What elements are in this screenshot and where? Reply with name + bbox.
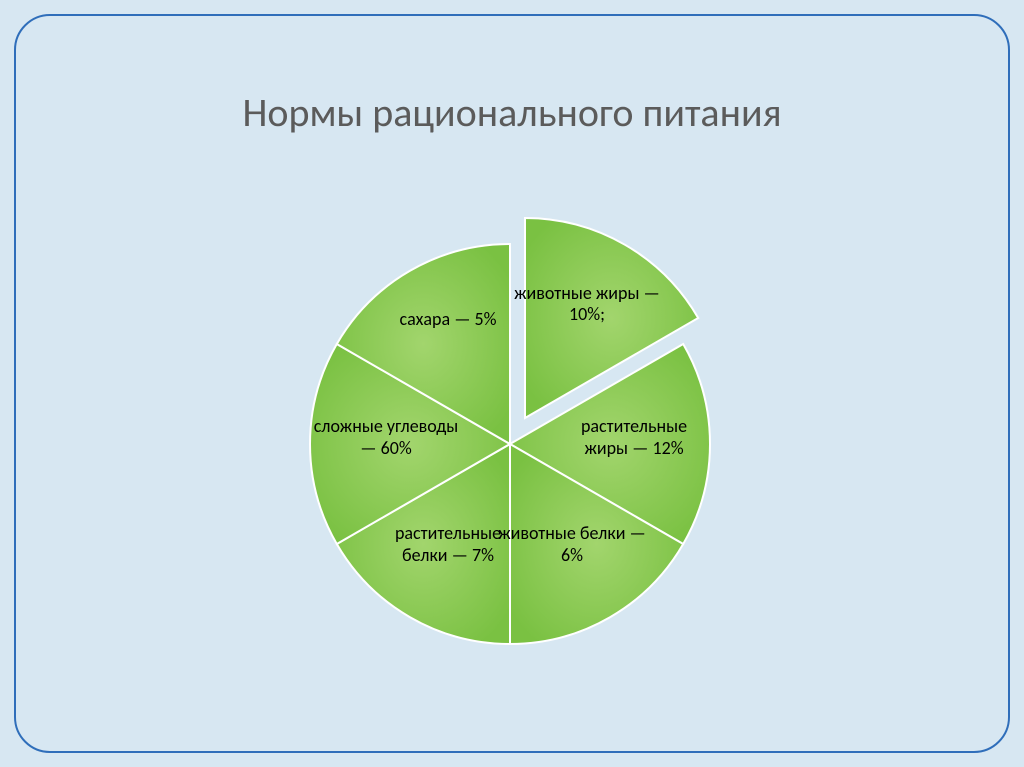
slide: Нормы рационального питания животные жир…: [0, 0, 1024, 767]
pie-chart: [0, 0, 1024, 767]
